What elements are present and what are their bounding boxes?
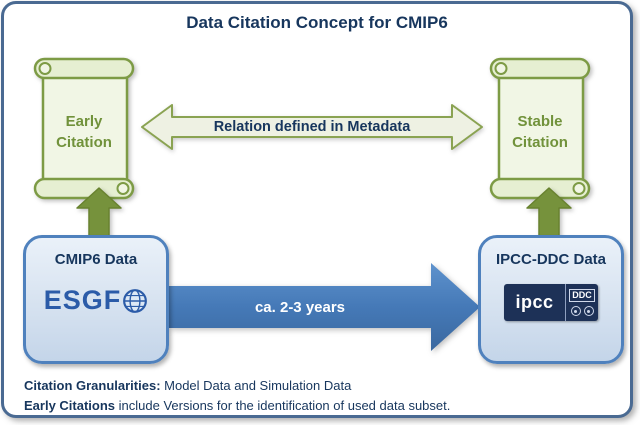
up-arrow-left-icon [76,187,122,239]
stable-citation-scroll: Stable Citation [486,56,594,201]
cmip6-data-box: CMIP6 Data ESGF [23,235,169,364]
footer-line-2-text: include Versions for the identification … [115,398,451,413]
globe-icon [123,288,148,313]
ipcc-logo-text: ipcc [515,292,554,312]
up-arrow-right-icon [526,187,572,239]
stable-citation-label: Stable Citation [512,113,568,151]
esgf-logo: ESGF [44,285,149,316]
footer-line-1-term: Citation Granularities: [24,378,161,393]
ipcc-ddc-logo: ipcc DDC [504,284,598,321]
duration-arrow: ca. 2-3 years [169,261,481,353]
scroll-shape-icon [489,57,591,200]
ddc-logo-text: DDC [569,288,595,302]
un-emblems [570,306,594,317]
duration-arrow-label: ca. 2-3 years [254,298,346,316]
footer-line-1: Citation Granularities: Model Data and S… [24,376,450,396]
esgf-logo-text: ESGF [43,285,122,315]
wmo-emblem-icon [570,306,581,317]
footer-line-2: Early Citations include Versions for the… [24,396,450,416]
footer-line-1-text: Model Data and Simulation Data [160,378,352,393]
double-arrow-icon [141,104,483,150]
ipcc-ddc-data-box: IPCC-DDC Data ipcc DDC [478,235,624,364]
diagram-title: Data Citation Concept for CMIP6 [186,13,448,32]
right-arrow-icon [169,263,480,351]
footer-line-2-term: Early Citations [24,398,116,413]
relation-arrow-label: Relation defined in Metadata [213,119,411,135]
unep-emblem-icon [583,306,594,317]
cmip6-data-title: CMIP6 Data [54,251,138,268]
early-citation-label: Early Citation [56,113,112,151]
scroll-shape-icon [33,57,135,200]
diagram-frame: Data Citation Concept for CMIP6 Early Ci… [1,1,633,418]
early-citation-scroll: Early Citation [30,56,138,201]
ipcc-ddc-data-title: IPCC-DDC Data [495,251,606,268]
footer-notes: Citation Granularities: Model Data and S… [24,376,450,416]
relation-arrow: Relation defined in Metadata [140,101,484,153]
ddc-logo-section: DDC [565,284,598,321]
